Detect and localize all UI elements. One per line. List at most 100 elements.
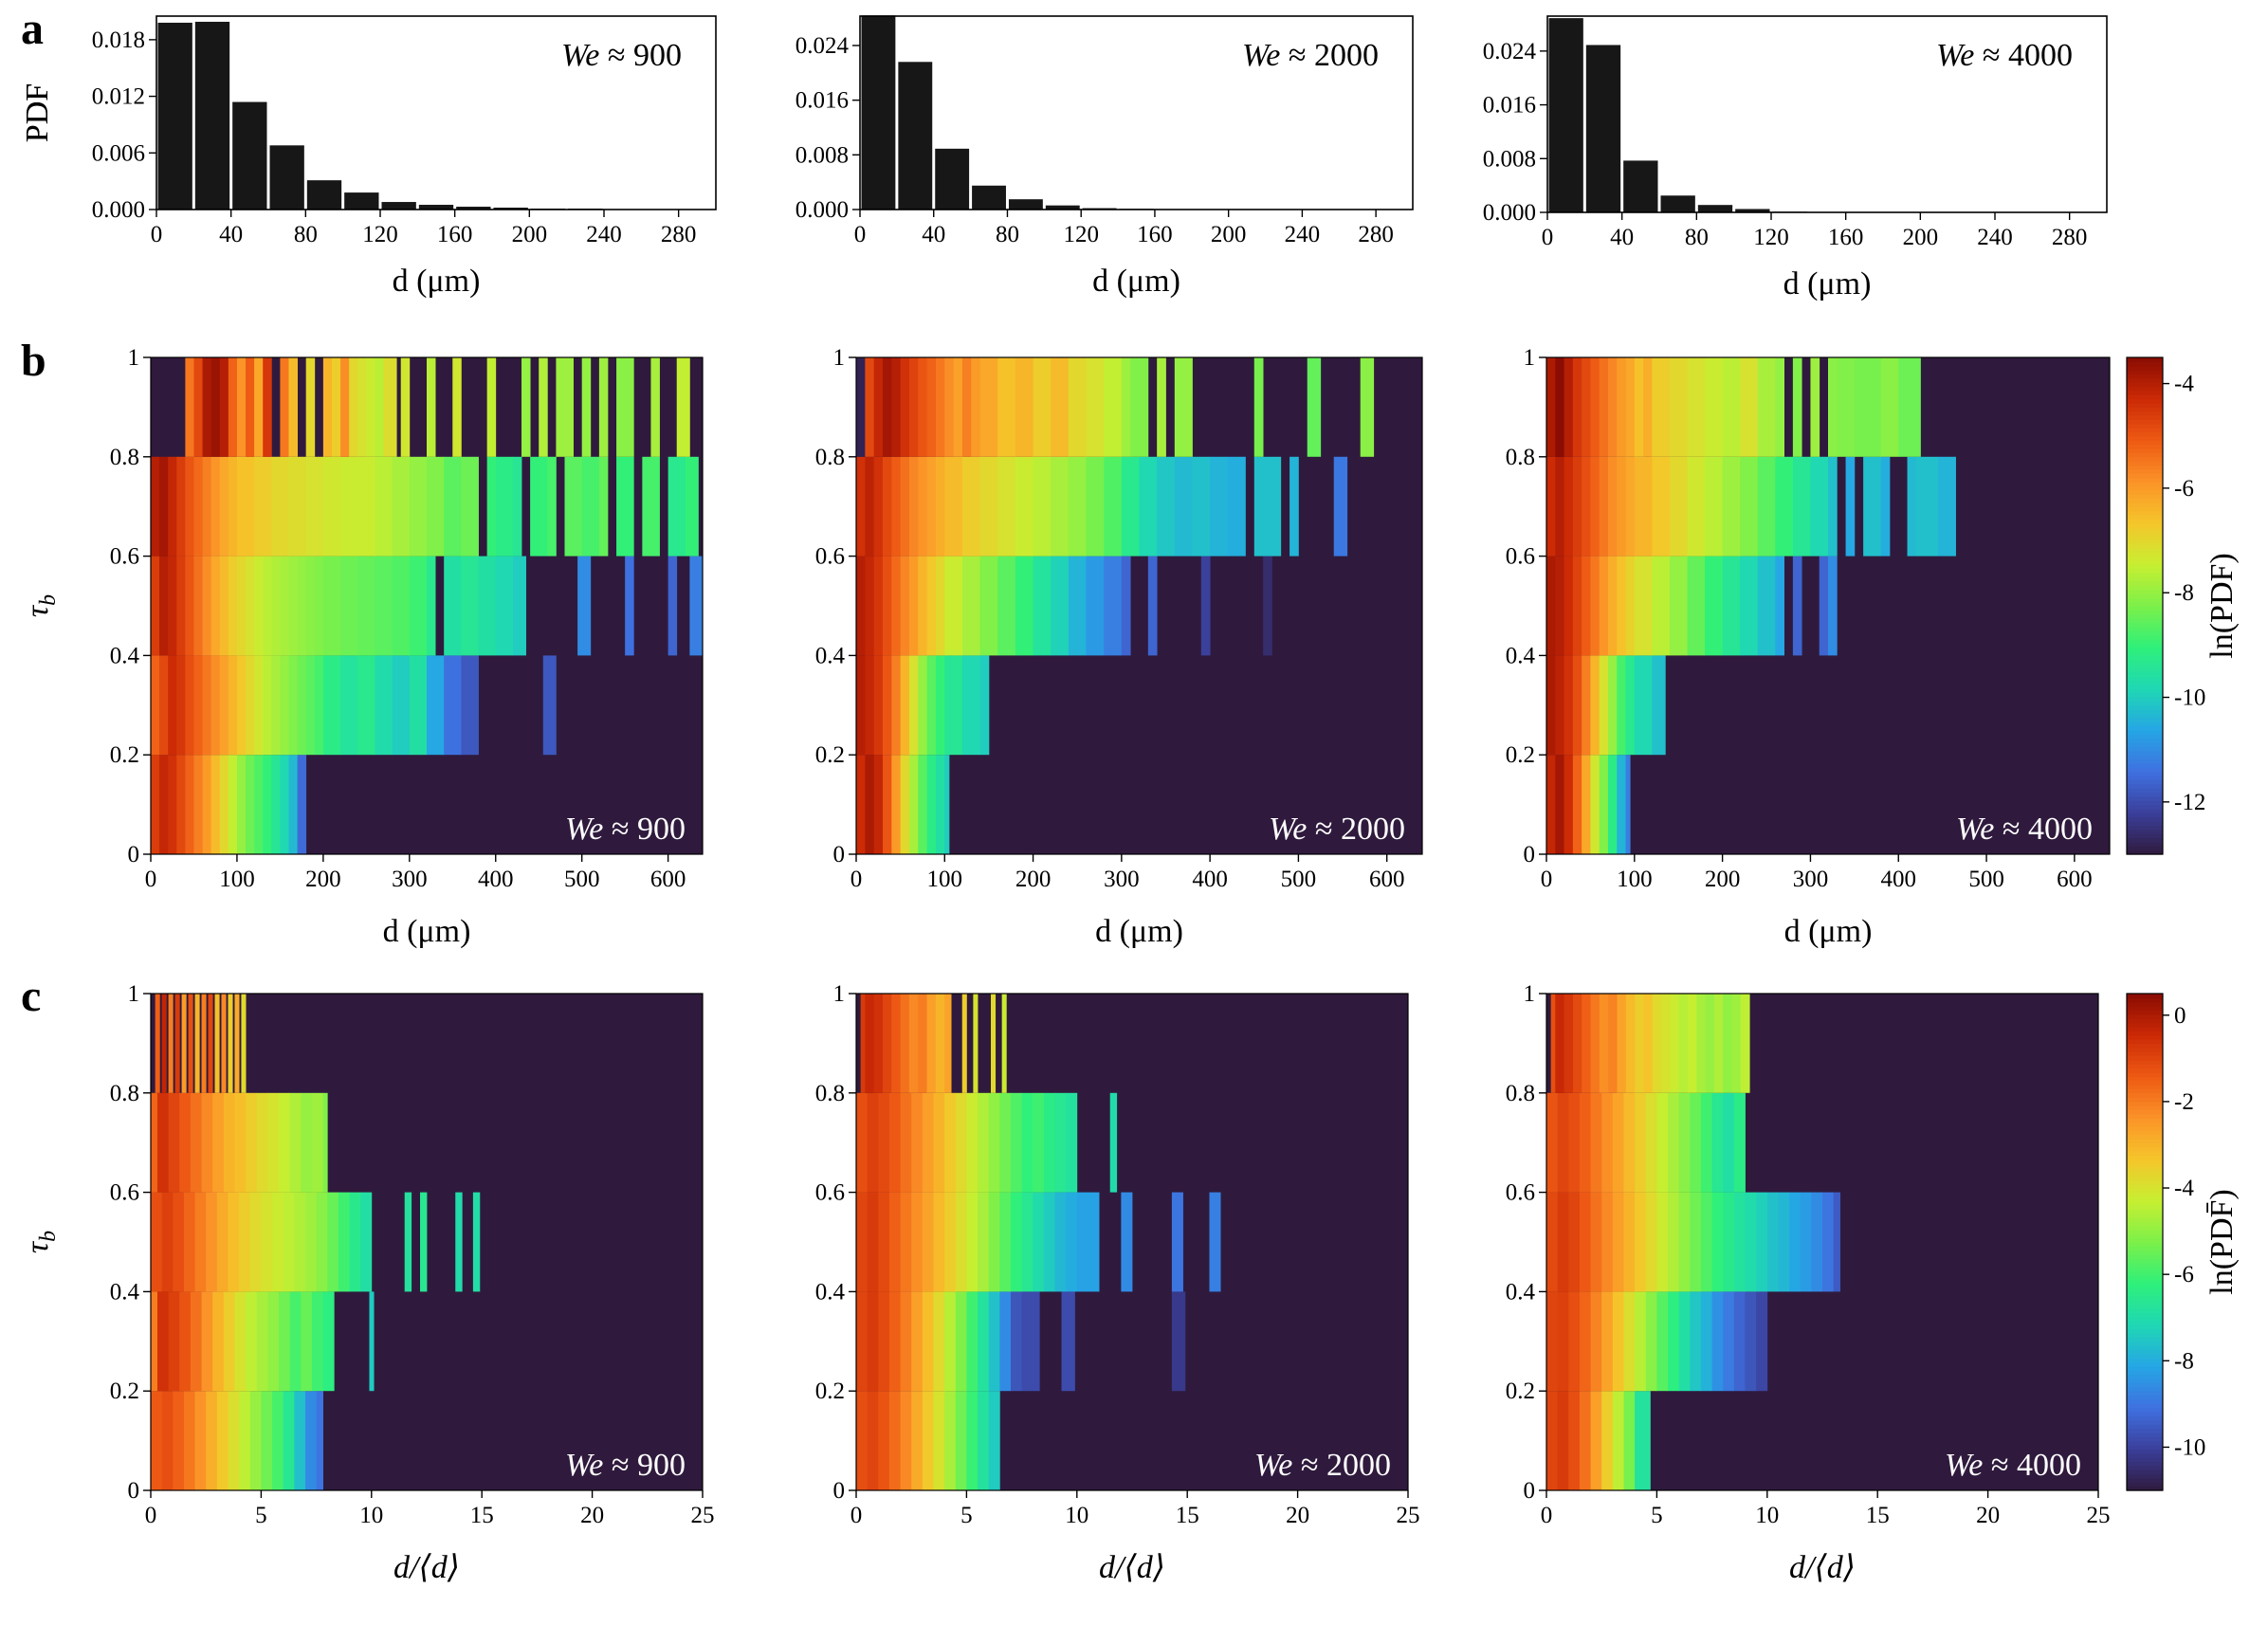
colorbar-segment bbox=[2127, 1320, 2163, 1325]
x-tick-label: 40 bbox=[922, 222, 945, 247]
heatmap-cell-band-3 bbox=[922, 1092, 934, 1193]
colorbar-tick-label: -4 bbox=[2174, 1176, 2194, 1201]
heatmap-cell-band-1 bbox=[246, 1291, 258, 1392]
heatmap-cell-band-4 bbox=[1731, 994, 1742, 1093]
colorbar-segment bbox=[2127, 1366, 2163, 1371]
heatmap-cell-band-1 bbox=[999, 1291, 1012, 1392]
heatmap-cell-band-0 bbox=[159, 755, 169, 854]
plot-frame bbox=[859, 15, 1414, 210]
heatmap-cell-band-1 bbox=[267, 1291, 280, 1392]
x-axis-title: d (μm) bbox=[383, 914, 471, 949]
bar-20-40 bbox=[194, 21, 230, 210]
heatmap-cell-band-4 bbox=[452, 357, 462, 457]
colorbar-segment bbox=[2127, 1105, 2163, 1110]
heatmap-cell-band-3 bbox=[1669, 456, 1688, 557]
colorbar-segment bbox=[2127, 825, 2163, 831]
heatmap-cell-band-3 bbox=[375, 456, 393, 557]
heatmap-cell-band-4 bbox=[1722, 357, 1741, 457]
heatmap-cell-band-3 bbox=[1617, 456, 1626, 557]
heatmap-cell-band-3 bbox=[547, 456, 557, 557]
colorbar-segment bbox=[2127, 816, 2163, 822]
heatmap-cell-band-0 bbox=[1599, 755, 1609, 854]
heatmap-cell-band-1 bbox=[212, 1291, 225, 1392]
heatmap-cell-band-1 bbox=[219, 655, 229, 756]
heatmap-cell-band-3 bbox=[254, 456, 272, 557]
heatmap-cell-band-3 bbox=[1757, 456, 1776, 557]
y-tick-label: 0.4 bbox=[110, 1279, 140, 1305]
heatmap-cell-band-2 bbox=[1822, 1192, 1835, 1292]
colorbar-segment bbox=[2127, 1134, 2163, 1140]
colorbar-segment bbox=[2127, 1163, 2163, 1168]
heatmap-cell-band-0 bbox=[888, 1391, 901, 1490]
heatmap-normalized-d-we-4000: 0 5 10 15 20 25 0 0.2 0.4 0.6 0.8 1 We ≈ 4000 d/⟨d⟩ bbox=[1506, 981, 2111, 1585]
bar-40-60 bbox=[1623, 160, 1658, 212]
heatmap-cell-band-1 bbox=[427, 655, 445, 756]
x-tick-label: 100 bbox=[219, 867, 255, 892]
heatmap-cell-band-1 bbox=[955, 1291, 967, 1392]
colorbar-segment bbox=[2127, 821, 2163, 827]
colorbar-segment bbox=[2127, 1419, 2163, 1425]
colorbar-segment bbox=[2127, 482, 2163, 486]
heatmap-cell-band-2 bbox=[997, 556, 1016, 656]
heatmap-cell-band-1 bbox=[305, 655, 316, 756]
heatmap-cell-band-4 bbox=[1635, 994, 1644, 1093]
colorbar-segment bbox=[2127, 800, 2163, 806]
heatmap-cell-band-4 bbox=[400, 357, 411, 457]
colorbar-segment bbox=[2127, 1006, 2163, 1012]
colorbar-segment bbox=[2127, 1085, 2163, 1090]
x-tick-label: 100 bbox=[927, 867, 963, 892]
heatmap-cell-band-3 bbox=[289, 1092, 302, 1193]
panel-letter-b: b bbox=[21, 336, 46, 386]
colorbar-segment bbox=[2127, 407, 2163, 412]
colorbar-segment bbox=[2127, 808, 2163, 813]
heatmap-cell-band-0 bbox=[882, 755, 892, 854]
heatmap-cell-band-3 bbox=[1066, 1092, 1078, 1193]
heatmap-cell-band-2 bbox=[461, 556, 479, 656]
colorbar-segment bbox=[2127, 742, 2163, 748]
heatmap-cell-band-2 bbox=[271, 556, 281, 656]
heatmap-cell-band-4 bbox=[219, 357, 229, 457]
heatmap-cell-band-1 bbox=[234, 1291, 247, 1392]
colorbar-frame bbox=[2126, 993, 2164, 1491]
heatmap-cell-band-4 bbox=[944, 357, 955, 457]
bar-120-140 bbox=[381, 202, 416, 210]
colorbar-segment bbox=[2127, 1403, 2163, 1409]
heatmap-cell-band-4 bbox=[865, 357, 875, 457]
heatmap-cell-band-2 bbox=[1568, 1192, 1581, 1292]
colorbar-segment bbox=[2127, 1192, 2163, 1197]
heatmap-cell-band-3 bbox=[190, 1092, 202, 1193]
colorbar-segment bbox=[2127, 1150, 2163, 1156]
heatmap-cell-band-0 bbox=[168, 755, 177, 854]
heatmap-cell-band-3 bbox=[1634, 456, 1653, 557]
heatmap-cell-band-4 bbox=[873, 357, 884, 457]
heatmap-cell-band-2 bbox=[512, 556, 526, 656]
heatmap-cell-band-2 bbox=[1607, 556, 1618, 656]
heatmap-cell-band-1 bbox=[1607, 655, 1618, 756]
heatmap-cell-band-3 bbox=[1253, 456, 1282, 557]
heatmap-cell-band-1 bbox=[280, 655, 289, 756]
heatmap-cell-band-4 bbox=[340, 357, 350, 457]
heatmap-cell-band-1 bbox=[311, 1291, 323, 1392]
bar-60-80 bbox=[269, 145, 304, 210]
y-tick-label: 0.8 bbox=[110, 445, 139, 470]
heatmap-cell-band-3 bbox=[1582, 456, 1591, 557]
heatmap-cell-band-2 bbox=[1705, 556, 1724, 656]
heatmap-cell-band-2 bbox=[1722, 556, 1741, 656]
heatmap-cell-band-1 bbox=[151, 1291, 158, 1392]
colorbar-segment bbox=[2127, 1055, 2163, 1061]
heatmap-cell-band-4 bbox=[961, 357, 972, 457]
heatmap-cell-band-4 bbox=[1643, 994, 1654, 1093]
heatmap-cell-band-0 bbox=[193, 755, 203, 854]
heatmap-cell-band-0 bbox=[246, 755, 255, 854]
heatmap-cell-band-4 bbox=[971, 357, 980, 457]
heatmap-cell-band-4 bbox=[935, 357, 945, 457]
heatmap-cell-band-3 bbox=[944, 456, 963, 557]
colorbar-segment bbox=[2127, 1477, 2163, 1483]
colorbar-segment bbox=[2127, 1113, 2163, 1119]
heatmap-cell-band-2 bbox=[1635, 1192, 1647, 1292]
colorbar-segment bbox=[2127, 684, 2163, 689]
x-tick-label: 40 bbox=[219, 222, 243, 247]
heatmap-cell-band-2 bbox=[1766, 1192, 1779, 1292]
heatmap-cell-band-2 bbox=[210, 556, 221, 656]
plot-frame bbox=[150, 356, 704, 855]
